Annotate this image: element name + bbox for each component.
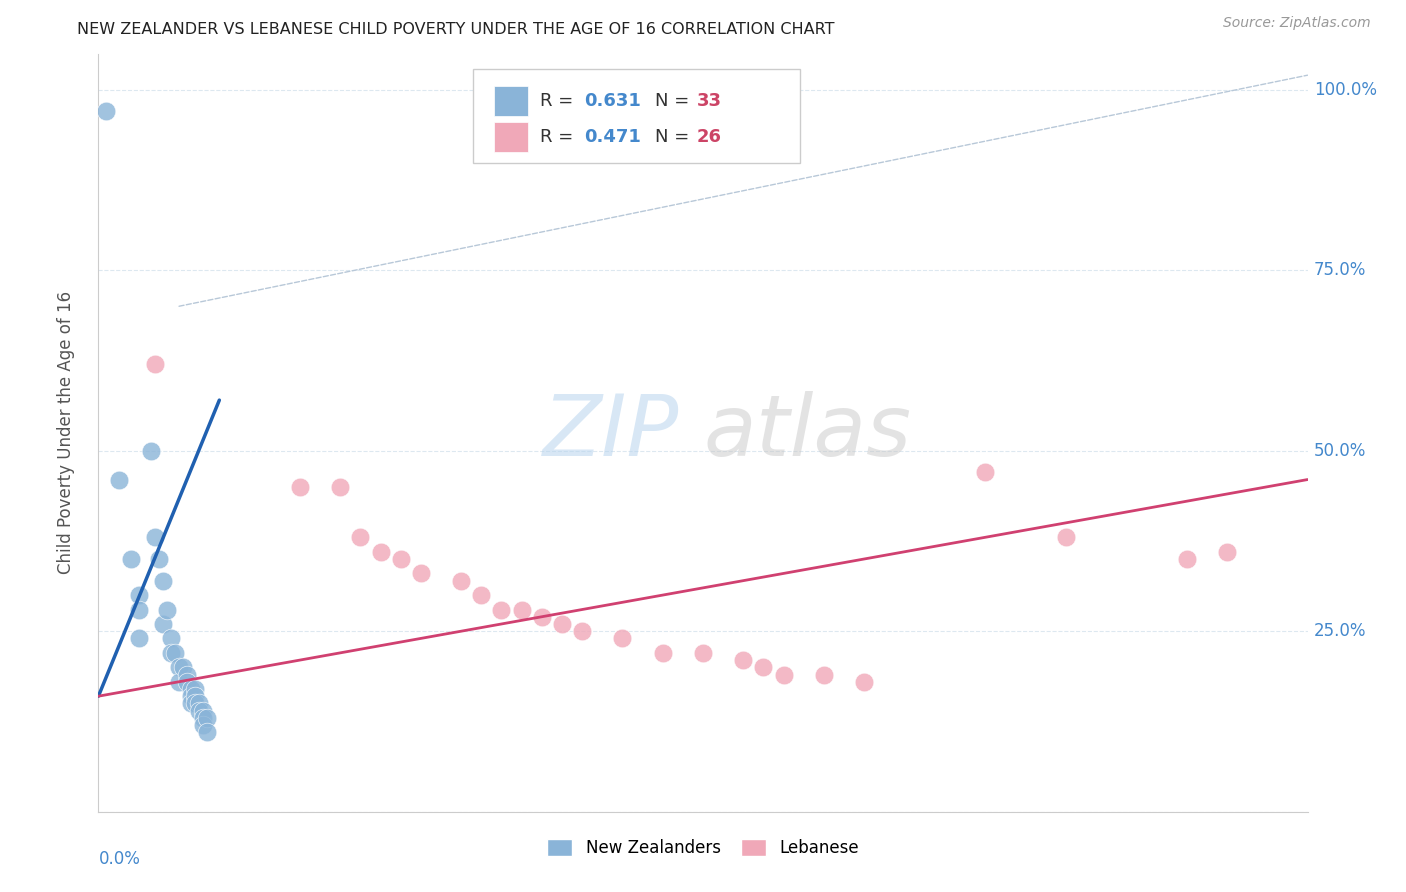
Y-axis label: Child Poverty Under the Age of 16: Child Poverty Under the Age of 16 — [56, 291, 75, 574]
Point — [167, 674, 190, 689]
Text: N =: N = — [655, 92, 695, 111]
Point — [163, 646, 186, 660]
Point — [193, 711, 215, 725]
Text: R =: R = — [540, 128, 579, 146]
Point — [184, 697, 207, 711]
Text: 50.0%: 50.0% — [1313, 442, 1367, 459]
Point — [128, 602, 150, 616]
Point — [551, 617, 574, 632]
Point — [651, 646, 673, 660]
Text: N =: N = — [655, 128, 695, 146]
Text: 0.0%: 0.0% — [98, 849, 141, 868]
Point — [180, 681, 202, 696]
Point — [143, 357, 166, 371]
Point — [188, 697, 211, 711]
Point — [733, 653, 755, 667]
Point — [152, 574, 174, 588]
Text: atlas: atlas — [703, 391, 911, 475]
Point — [152, 617, 174, 632]
Point — [160, 632, 183, 646]
Text: 100.0%: 100.0% — [1313, 80, 1376, 99]
Point — [96, 104, 118, 119]
Point — [813, 667, 835, 681]
Point — [974, 466, 997, 480]
Point — [139, 443, 162, 458]
Point — [195, 711, 218, 725]
Point — [156, 602, 179, 616]
Text: Source: ZipAtlas.com: Source: ZipAtlas.com — [1223, 16, 1371, 30]
Point — [167, 660, 190, 674]
Text: R =: R = — [540, 92, 579, 111]
Point — [409, 566, 432, 581]
Point — [160, 646, 183, 660]
Point — [389, 552, 412, 566]
Point — [176, 667, 198, 681]
Point — [184, 681, 207, 696]
Point — [1175, 552, 1198, 566]
Point — [1216, 545, 1239, 559]
Text: ZIP: ZIP — [543, 391, 679, 475]
Point — [692, 646, 714, 660]
Point — [184, 689, 207, 703]
Point — [571, 624, 593, 639]
Point — [107, 473, 129, 487]
FancyBboxPatch shape — [474, 69, 800, 163]
Text: 25.0%: 25.0% — [1313, 623, 1367, 640]
FancyBboxPatch shape — [494, 87, 527, 117]
Point — [193, 704, 215, 718]
Point — [120, 552, 142, 566]
Point — [180, 697, 202, 711]
Point — [148, 552, 170, 566]
Text: 0.471: 0.471 — [585, 128, 641, 146]
Point — [510, 602, 533, 616]
Point — [180, 689, 202, 703]
FancyBboxPatch shape — [494, 122, 527, 153]
Point — [450, 574, 472, 588]
Point — [530, 609, 553, 624]
Point — [470, 588, 492, 602]
Point — [176, 674, 198, 689]
Point — [752, 660, 775, 674]
Point — [349, 530, 371, 544]
Text: 33: 33 — [697, 92, 721, 111]
Point — [288, 480, 311, 494]
Point — [128, 588, 150, 602]
Text: 75.0%: 75.0% — [1313, 261, 1367, 279]
Point — [1054, 530, 1077, 544]
Point — [188, 704, 211, 718]
Point — [172, 660, 194, 674]
Point — [772, 667, 794, 681]
Point — [195, 725, 218, 739]
Point — [853, 674, 876, 689]
Point — [370, 545, 392, 559]
Text: 26: 26 — [697, 128, 721, 146]
Point — [128, 632, 150, 646]
Text: 0.631: 0.631 — [585, 92, 641, 111]
Point — [491, 602, 513, 616]
Point — [612, 632, 634, 646]
Point — [143, 530, 166, 544]
Point — [193, 718, 215, 732]
Point — [329, 480, 352, 494]
Text: NEW ZEALANDER VS LEBANESE CHILD POVERTY UNDER THE AGE OF 16 CORRELATION CHART: NEW ZEALANDER VS LEBANESE CHILD POVERTY … — [77, 22, 835, 37]
Legend: New Zealanders, Lebanese: New Zealanders, Lebanese — [541, 832, 865, 864]
